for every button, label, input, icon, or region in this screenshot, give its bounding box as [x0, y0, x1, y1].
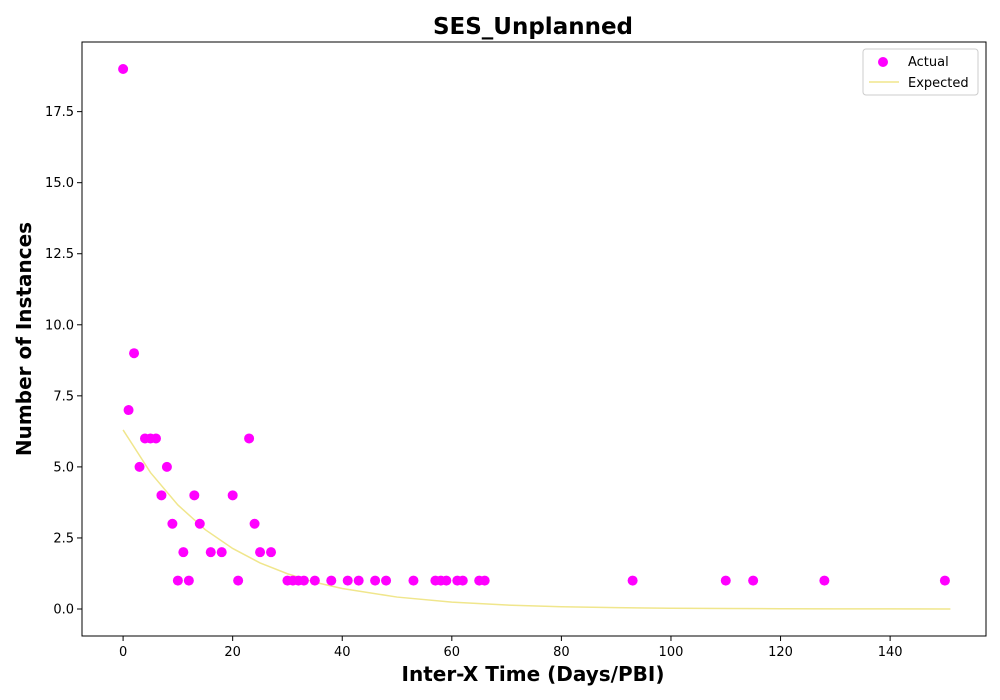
series-line-expected: [122, 429, 951, 610]
data-point-actual: [266, 547, 277, 558]
data-point-actual: [479, 575, 490, 586]
data-point-actual: [457, 575, 468, 586]
data-point-actual: [134, 461, 145, 472]
data-point-actual: [216, 547, 227, 558]
legend-label-expected: Expected: [908, 76, 969, 91]
data-point-actual: [309, 575, 320, 586]
data-point-actual: [123, 405, 134, 416]
data-point-actual: [326, 575, 337, 586]
x-tick-label: 120: [768, 645, 793, 660]
x-tick-label: 80: [553, 645, 570, 660]
data-point-actual: [205, 547, 216, 558]
y-tick-label: 0.0: [53, 603, 74, 618]
chart-title: SES_Unplanned: [433, 14, 633, 40]
data-point-actual: [227, 490, 238, 501]
y-axis-title: Number of Instances: [12, 222, 36, 456]
x-tick-label: 100: [659, 645, 684, 660]
data-point-actual: [381, 575, 392, 586]
plot-area: [118, 64, 951, 610]
data-point-actual: [298, 575, 309, 586]
data-point-actual: [178, 547, 189, 558]
x-tick-label: 60: [444, 645, 461, 660]
data-point-actual: [939, 575, 950, 586]
legend-label-actual: Actual: [908, 55, 949, 70]
data-point-actual: [370, 575, 381, 586]
plot-frame: [81, 41, 987, 637]
data-point-actual: [249, 518, 260, 529]
y-tick-label: 17.5: [45, 105, 74, 120]
x-tick-label: 0: [119, 645, 127, 660]
y-axis: 0.0 2.5 5.0 7.5 10.0 12.5 15.0 17.5: [45, 105, 82, 618]
legend: Actual Expected: [862, 48, 979, 96]
data-point-actual: [342, 575, 353, 586]
data-point-actual: [118, 64, 129, 74]
data-point-actual: [255, 547, 266, 558]
data-point-actual: [189, 490, 200, 501]
y-tick-label: 12.5: [45, 247, 74, 262]
data-point-actual: [194, 518, 205, 529]
x-axis-title: Inter-X Time (Days/PBI): [402, 662, 665, 686]
data-point-actual: [244, 433, 255, 444]
data-point-actual: [408, 575, 419, 586]
x-axis: 0 20 40 60 80 100 120 140: [119, 636, 903, 660]
legend-box: [862, 48, 979, 96]
data-point-actual: [720, 575, 731, 586]
y-tick-label: 7.5: [53, 389, 74, 404]
x-tick-label: 140: [878, 645, 903, 660]
y-tick-label: 10.0: [45, 318, 74, 333]
data-point-actual: [150, 433, 161, 444]
data-point-actual: [172, 575, 183, 586]
data-point-actual: [353, 575, 364, 586]
data-point-actual: [233, 575, 244, 586]
y-tick-label: 15.0: [45, 176, 74, 191]
data-point-actual: [183, 575, 194, 586]
x-tick-label: 40: [334, 645, 351, 660]
y-tick-label: 2.5: [53, 531, 74, 546]
y-tick-label: 5.0: [53, 460, 74, 475]
data-point-actual: [161, 461, 172, 472]
data-point-actual: [819, 575, 830, 586]
data-point-actual: [129, 348, 140, 359]
legend-marker-actual: [878, 57, 888, 67]
data-point-actual: [441, 575, 452, 586]
data-point-actual: [627, 575, 638, 586]
data-point-actual: [748, 575, 759, 586]
data-point-actual: [167, 518, 178, 529]
data-point-actual: [156, 490, 167, 501]
x-tick-label: 20: [224, 645, 241, 660]
